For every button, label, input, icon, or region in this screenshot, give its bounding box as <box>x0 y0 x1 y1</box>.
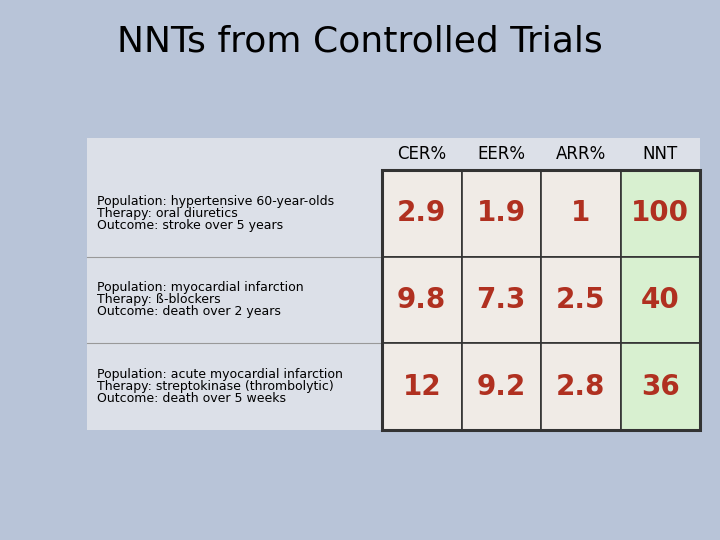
Text: NNT: NNT <box>643 145 678 163</box>
Text: 40: 40 <box>641 286 680 314</box>
Bar <box>382 256 462 343</box>
Text: 12: 12 <box>402 373 441 401</box>
Text: 9.2: 9.2 <box>477 373 526 401</box>
Bar <box>462 170 541 256</box>
Text: 2.5: 2.5 <box>556 286 606 314</box>
Bar <box>462 256 541 343</box>
Text: 36: 36 <box>641 373 680 401</box>
Bar <box>541 343 621 430</box>
Text: 1: 1 <box>571 199 590 227</box>
Text: Therapy: oral diuretics: Therapy: oral diuretics <box>97 207 238 220</box>
Text: Population: hypertensive 60-year-olds: Population: hypertensive 60-year-olds <box>97 195 334 208</box>
Bar <box>382 170 462 256</box>
Text: NNTs from Controlled Trials: NNTs from Controlled Trials <box>117 25 603 59</box>
Text: EER%: EER% <box>477 145 526 163</box>
Text: Population: myocardial infarction: Population: myocardial infarction <box>97 281 304 294</box>
Bar <box>87 170 382 430</box>
Bar <box>462 343 541 430</box>
Bar <box>382 170 700 430</box>
Text: Outcome: death over 2 years: Outcome: death over 2 years <box>97 306 281 319</box>
Text: Outcome: stroke over 5 years: Outcome: stroke over 5 years <box>97 219 283 232</box>
Bar <box>621 343 700 430</box>
Bar <box>541 256 621 343</box>
Text: 2.9: 2.9 <box>397 199 446 227</box>
Text: 7.3: 7.3 <box>477 286 526 314</box>
Text: 1.9: 1.9 <box>477 199 526 227</box>
Text: 9.8: 9.8 <box>397 286 446 314</box>
Text: ARR%: ARR% <box>556 145 606 163</box>
Bar <box>382 343 462 430</box>
Text: 2.8: 2.8 <box>556 373 606 401</box>
Bar <box>621 170 700 256</box>
Text: CER%: CER% <box>397 145 446 163</box>
Bar <box>87 138 700 170</box>
Text: Population: acute myocardial infarction: Population: acute myocardial infarction <box>97 368 343 381</box>
Text: 100: 100 <box>631 199 689 227</box>
Text: Therapy: streptokinase (thrombolytic): Therapy: streptokinase (thrombolytic) <box>97 380 334 393</box>
Bar <box>541 170 621 256</box>
Text: Therapy: ß-blockers: Therapy: ß-blockers <box>97 294 220 307</box>
Text: Outcome: death over 5 weeks: Outcome: death over 5 weeks <box>97 392 286 405</box>
Bar <box>621 256 700 343</box>
